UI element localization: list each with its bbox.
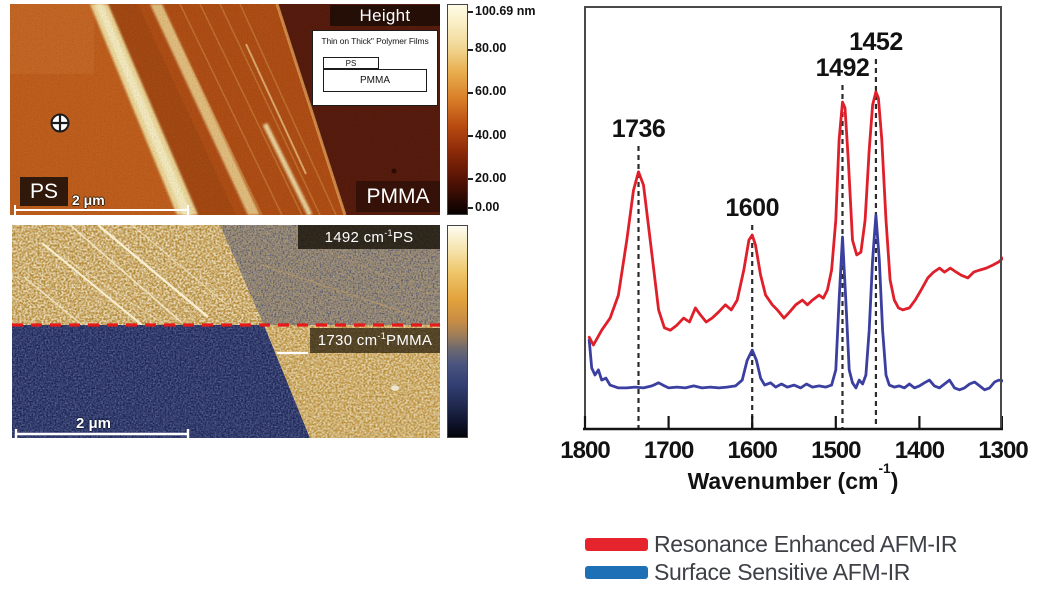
x-tick-label: 1800 bbox=[560, 437, 610, 464]
pmma-map-label-sup: -1 bbox=[377, 331, 387, 341]
legend-item-resonance: Resonance Enhanced AFM-IR bbox=[585, 530, 957, 558]
ps-map-label-text: 1492 cm bbox=[324, 228, 385, 246]
x-axis-title-suffix: ) bbox=[890, 468, 899, 494]
pmma-map-wavenumber-label: 1730 cm -1 PMMA bbox=[310, 328, 440, 353]
trace-1 bbox=[587, 213, 1003, 392]
chart-legend: Resonance Enhanced AFM-IR Surface Sensit… bbox=[585, 530, 957, 586]
pmma-map-label-text: 1730 cm bbox=[317, 332, 378, 349]
ps-signal-region bbox=[12, 225, 264, 325]
chemical-map-colorbar bbox=[447, 225, 477, 438]
peak-annotation-1600: 1600 bbox=[725, 194, 779, 222]
legend-swatch-surface bbox=[585, 565, 648, 579]
x-tick-label: 1300 bbox=[978, 437, 1028, 464]
x-tick-label: 1600 bbox=[727, 437, 777, 464]
peak-annotation-1452: 1452 bbox=[849, 28, 903, 56]
x-axis-ticks bbox=[583, 416, 1003, 429]
colorbar-tick-label: 40.00 bbox=[475, 128, 507, 142]
legend-swatch-resonance bbox=[585, 537, 648, 551]
height-colorbar-gradient bbox=[447, 4, 468, 215]
colorbar-tick-label: 80.00 bbox=[475, 41, 507, 55]
pmma-region-label: PMMA bbox=[356, 181, 440, 212]
colorbar-tick-label: 20.00 bbox=[475, 171, 507, 185]
colorbar-tick bbox=[468, 92, 473, 94]
legend-label-resonance: Resonance Enhanced AFM-IR bbox=[654, 530, 958, 557]
pmma-map-label-suffix: PMMA bbox=[386, 332, 433, 349]
trace-0 bbox=[587, 90, 1003, 347]
height-mode-label: Height bbox=[330, 5, 440, 26]
afm-chemical-map-image: 1492 cm -1 PS 1730 cm -1 PMMA 2 μm bbox=[12, 225, 440, 438]
ps-dark-region bbox=[12, 325, 310, 438]
peak-annotation-1736: 1736 bbox=[611, 115, 666, 143]
peak-annotation-1492: 1492 bbox=[815, 54, 870, 82]
legend-item-surface: Surface Sensitive AFM-IR bbox=[585, 558, 957, 586]
x-tick-label: 1400 bbox=[894, 437, 945, 464]
scale-bar-label: 2 μm bbox=[72, 192, 105, 208]
x-axis-title: Wavenumber (cm-1) bbox=[583, 461, 1003, 495]
ps-map-wavenumber-label: 1492 cm -1 PS bbox=[298, 225, 440, 249]
scale-bar-label: 2 μm bbox=[76, 415, 112, 432]
x-tick-label: 1700 bbox=[643, 437, 694, 464]
colorbar-tick bbox=[468, 49, 473, 51]
plot-border bbox=[584, 6, 1002, 429]
spectrum-plot-area bbox=[583, 6, 1003, 431]
height-colorbar: 100.69 nm 80.00 60.00 40.00 20.00 0.00 bbox=[447, 4, 557, 215]
crosshair-marker bbox=[50, 113, 70, 133]
colorbar-tick-label: 0.00 bbox=[475, 200, 500, 214]
sample-structure-inset: Thin on Thick" Polymer Films PS PMMA bbox=[312, 30, 438, 106]
colorbar-tick-label: 60.00 bbox=[475, 84, 507, 98]
x-axis-title-text: Wavenumber (cm bbox=[687, 468, 879, 494]
surface-defect-dot bbox=[391, 168, 397, 174]
legend-label-surface: Surface Sensitive AFM-IR bbox=[654, 558, 911, 585]
colorbar-tick bbox=[468, 178, 473, 180]
x-axis-title-sup: -1 bbox=[878, 461, 891, 477]
inset-ps-layer: PS bbox=[323, 57, 379, 69]
scale-bar bbox=[14, 429, 190, 438]
colorbar-tick-label: 100.69 nm bbox=[475, 4, 536, 18]
colorbar-tick bbox=[468, 135, 473, 137]
scale-bar bbox=[14, 205, 189, 215]
ps-map-label-sup: -1 bbox=[384, 227, 393, 238]
ps-map-label-suffix: PS bbox=[392, 228, 414, 246]
chemical-colorbar-gradient bbox=[447, 225, 468, 438]
afm-height-image: Height Thin on Thick" Polymer Films PS P… bbox=[10, 4, 440, 215]
inset-title: Thin on Thick" Polymer Films bbox=[321, 36, 429, 46]
x-tick-label: 1500 bbox=[811, 437, 861, 464]
colorbar-tick bbox=[468, 11, 473, 13]
inset-pmma-layer: PMMA bbox=[323, 69, 427, 92]
ps-region-label: PS bbox=[20, 177, 68, 206]
spectrum-chart: 1736 1600 1492 1452 1800 1700 1600 1500 … bbox=[560, 5, 1029, 505]
colorbar-tick bbox=[468, 207, 473, 209]
